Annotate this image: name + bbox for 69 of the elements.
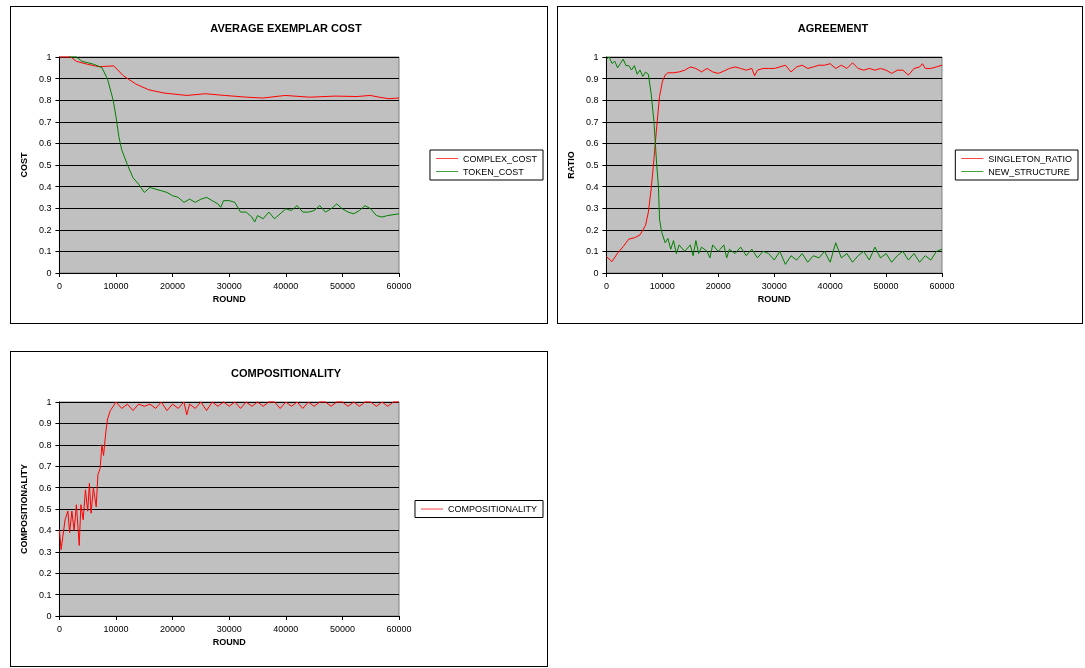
x-tick-label: 30000	[216, 623, 242, 634]
x-tick-label: 60000	[386, 280, 412, 291]
y-tick-label: 0.9	[38, 418, 52, 429]
x-axis-title: ROUND	[212, 637, 247, 648]
y-tick-label: 0.3	[38, 203, 52, 214]
x-tick-label: 20000	[160, 623, 186, 634]
x-tick-label: 40000	[273, 623, 299, 634]
y-tick-label: 0.8	[38, 439, 52, 450]
y-tick-label: 1	[593, 52, 599, 62]
y-tick-label: 0.4	[585, 181, 599, 192]
x-tick-label: 50000	[329, 280, 355, 291]
y-tick-label: 1	[46, 52, 52, 62]
y-tick-label: 0.8	[38, 95, 52, 106]
y-tick-label: 0.6	[38, 138, 52, 149]
x-tick-label: 10000	[649, 280, 675, 291]
legend-label: NEW_STRUCTURE	[988, 166, 1070, 177]
y-tick-label: 0.7	[38, 116, 52, 127]
y-tick-label: 0	[593, 268, 599, 278]
x-tick-label: 20000	[705, 280, 731, 291]
y-tick-label: 0.2	[38, 224, 52, 235]
chart-title: AVERAGE EXEMPLAR COST	[210, 21, 362, 34]
line-series	[69, 56, 400, 223]
y-tick-label: 0.8	[585, 95, 599, 106]
y-tick-label: 0.5	[38, 160, 52, 170]
x-tick-label: 0	[56, 623, 62, 634]
y-tick-label: 0	[46, 611, 52, 621]
legend-label: COMPOSITIONALITY	[447, 504, 537, 514]
legend-label: COMPLEX_COST	[462, 153, 538, 164]
x-tick-label: 30000	[216, 280, 242, 291]
y-tick-label: 0.7	[585, 116, 599, 127]
y-tick-label: 0.1	[585, 246, 599, 257]
y-tick-label: 0.5	[585, 160, 599, 170]
y-axis-title: RATIO	[565, 151, 576, 179]
y-tick-label: 0	[46, 268, 52, 278]
x-tick-label: 50000	[329, 623, 355, 634]
y-tick-label: 0.1	[38, 246, 52, 257]
x-tick-label: 40000	[817, 280, 843, 291]
chart-title: COMPOSITIONALITY	[231, 366, 342, 379]
y-tick-label: 0.4	[38, 525, 52, 536]
x-tick-label: 0	[56, 280, 62, 291]
y-tick-label: 0.5	[38, 504, 52, 514]
x-tick-label: 10000	[103, 280, 129, 291]
x-axis-title: ROUND	[212, 294, 247, 305]
y-axis-title: COMPOSITIONALITY	[18, 464, 29, 554]
x-tick-label: 20000	[160, 280, 186, 291]
x-tick-label: 30000	[761, 280, 787, 291]
legend-label: TOKEN_COST	[462, 166, 525, 177]
y-tick-label: 0.2	[585, 224, 599, 235]
y-tick-label: 0.3	[38, 546, 52, 557]
x-tick-label: 60000	[386, 623, 412, 634]
x-axis-title: ROUND	[757, 294, 792, 305]
y-tick-label: 0.2	[38, 568, 52, 579]
y-tick-label: 0.4	[38, 181, 52, 192]
y-tick-label: 0.9	[585, 73, 599, 84]
chart-title: AGREEMENT	[797, 21, 869, 34]
x-tick-label: 40000	[273, 280, 299, 291]
y-tick-label: 0.6	[585, 138, 599, 149]
y-tick-label: 0.7	[38, 461, 52, 472]
x-tick-label: 10000	[103, 623, 129, 634]
y-axis-title: COST	[18, 152, 29, 178]
x-tick-label: 50000	[873, 280, 899, 291]
y-tick-label: 0.1	[38, 589, 52, 600]
y-tick-label: 0.6	[38, 482, 52, 493]
x-tick-label: 0	[603, 280, 609, 291]
legend-label: SINGLETON_RATIO	[988, 153, 1072, 164]
x-tick-label: 60000	[929, 280, 955, 291]
y-tick-label: 1	[46, 397, 52, 407]
y-tick-label: 0.3	[585, 203, 599, 214]
y-tick-label: 0.9	[38, 73, 52, 84]
